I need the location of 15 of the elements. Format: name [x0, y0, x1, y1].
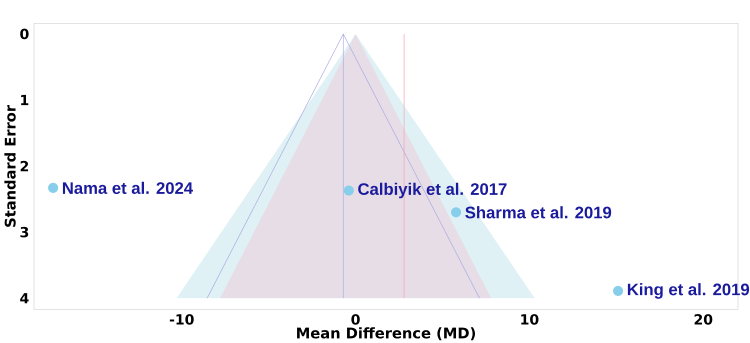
annotation: King et al. 2019 [628, 283, 750, 299]
x-tick-label: 0 [351, 314, 360, 325]
annotation: Nama et al. 2024 [62, 182, 193, 194]
y-axis-title: Standard Error [4, 104, 16, 227]
annotation: Calbiyik et al. 2017 [358, 182, 507, 198]
y-tick-label: 4 [20, 293, 29, 304]
x-tick-label: 20 [694, 314, 712, 325]
x-tick-label: -10 [170, 314, 194, 325]
y-tick-label: 1 [21, 94, 28, 106]
x-axis-title: Mean Difference (MD) [297, 327, 476, 340]
x-tick-label: 10 [521, 314, 538, 325]
y-tick-label: 2 [20, 160, 28, 172]
annotation: Sharma et al. 2019 [465, 206, 612, 218]
y-tick-label: 0 [20, 28, 29, 40]
y-tick-label: 3 [20, 226, 28, 238]
